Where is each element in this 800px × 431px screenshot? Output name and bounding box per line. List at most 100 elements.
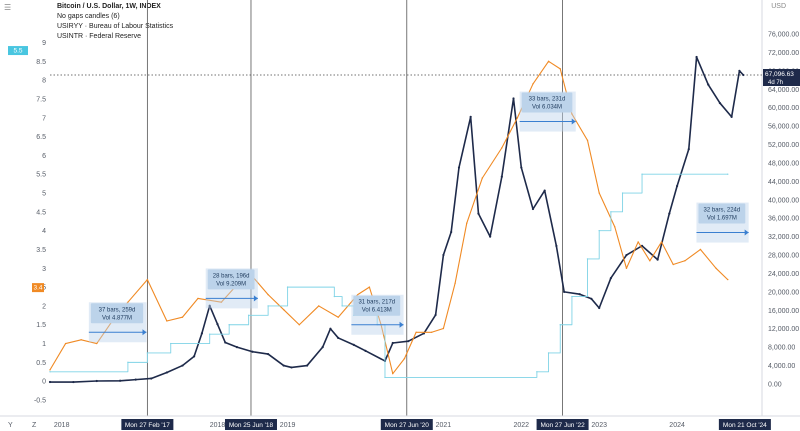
right-tick: 40,000.00: [768, 197, 799, 204]
measure-volume: Vol 4.877M: [102, 315, 132, 321]
left-tick: 1: [42, 341, 46, 348]
data-point: [321, 346, 324, 349]
corner-label-mid: Z: [32, 422, 37, 429]
data-point: [220, 301, 223, 303]
right-tick: 16,000.00: [768, 308, 799, 315]
data-point: [208, 304, 211, 307]
measure-label-box-1: [207, 269, 255, 290]
left-tick: 5: [42, 191, 46, 198]
measure-arrowhead-4: [744, 229, 749, 236]
data-point: [197, 297, 199, 300]
time-label: 2022: [514, 422, 530, 429]
data-point: [357, 293, 359, 296]
data-point: [699, 248, 702, 251]
data-point: [48, 380, 52, 384]
data-point: [352, 343, 355, 346]
data-point: [318, 305, 320, 307]
data-point: [415, 331, 417, 333]
corner-label-left: Y: [8, 422, 13, 429]
measure-bars: 37 bars, 259d: [99, 307, 136, 313]
data-point: [49, 371, 51, 373]
data-point: [614, 226, 616, 228]
time-highlight-box-1: [224, 419, 277, 430]
right-tick: 76,000.00: [768, 32, 799, 39]
data-point: [235, 346, 239, 349]
data-point: [489, 235, 492, 238]
left-tick: 6.5: [36, 134, 46, 141]
current-price-value: 67,096.63: [765, 71, 794, 78]
data-point: [251, 350, 254, 353]
data-point: [598, 229, 600, 232]
right-tick: 56,000.00: [768, 124, 799, 131]
data-point: [742, 73, 745, 77]
time-label: 2021: [436, 422, 452, 429]
axis-badges: 67,096.63 4d 7h 5.5 3.4: [8, 46, 800, 293]
time-label: 2018: [210, 422, 226, 429]
data-point: [247, 314, 250, 317]
data-point: [466, 222, 468, 224]
left-tick: 3.5: [36, 247, 46, 254]
data-point: [738, 69, 741, 72]
data-point: [675, 184, 679, 188]
data-point: [95, 379, 98, 383]
data-point: [80, 339, 82, 341]
data-point: [337, 336, 340, 340]
data-point: [407, 340, 410, 343]
data-point: [547, 352, 550, 354]
data-point: [637, 241, 639, 243]
measure-label-box-2: [353, 295, 401, 316]
data-point: [72, 380, 75, 384]
measure-bars: 31 bars, 217d: [358, 300, 395, 306]
data-point: [267, 352, 270, 356]
measure-volume: Vol 6.413M: [362, 308, 392, 314]
left-tick: 2: [42, 303, 46, 310]
toolbar-icons[interactable]: ☰: [4, 3, 12, 12]
data-point: [598, 192, 600, 194]
data-point: [656, 258, 659, 261]
data-point: [165, 371, 168, 374]
data-point: [501, 147, 503, 149]
data-point: [586, 258, 589, 260]
left-tick: 4: [42, 228, 46, 235]
data-point: [442, 253, 445, 257]
left-badge-cyan: [8, 46, 28, 56]
right-tick: 48,000.00: [768, 160, 799, 167]
data-point: [559, 324, 561, 326]
measure-bars: 33 bars, 231d: [529, 97, 566, 103]
data-point: [660, 241, 663, 243]
current-price-badge: [763, 69, 800, 87]
data-point: [563, 290, 566, 293]
left-tick: 9: [42, 40, 46, 47]
data-point: [434, 313, 437, 317]
currency-label: USD: [771, 3, 786, 10]
measure-volume: Vol 9.209M: [216, 281, 246, 287]
measure-bars: 32 bars, 224d: [704, 208, 741, 214]
data-point: [672, 263, 674, 266]
data-point: [481, 177, 484, 179]
data-point: [684, 260, 686, 262]
data-point: [166, 320, 168, 322]
left-badge-orange-value: 3.4: [33, 285, 42, 292]
data-point: [298, 324, 300, 326]
data-point: [283, 308, 285, 311]
left-tick: 3: [42, 266, 46, 273]
chart-legend: Bitcoin / U.S. Dollar, 1W, INDEX No gaps…: [57, 2, 173, 42]
data-point: [555, 244, 558, 247]
measure-arrowhead-3: [571, 118, 576, 125]
data-point: [127, 301, 129, 303]
legend-line-usintr: USINTR · Federal Reserve: [57, 33, 142, 40]
right-tick: 8,000.00: [768, 345, 795, 352]
data-point: [267, 293, 269, 296]
right-tick: 24,000.00: [768, 271, 799, 278]
left-tick: 0.5: [36, 360, 46, 367]
time-axis: 2018 2018 2019 2021 2022 2023 2024 Mon 27 Feb '…: [0, 415, 800, 430]
data-point: [391, 341, 394, 345]
data-point: [536, 371, 538, 373]
time-highlight: Mon 25 Jun '18: [229, 422, 274, 429]
data-point: [333, 295, 336, 298]
data-point: [224, 341, 227, 344]
data-point: [364, 349, 367, 352]
data-point: [516, 117, 519, 119]
measure-label-box-4: [698, 203, 746, 224]
